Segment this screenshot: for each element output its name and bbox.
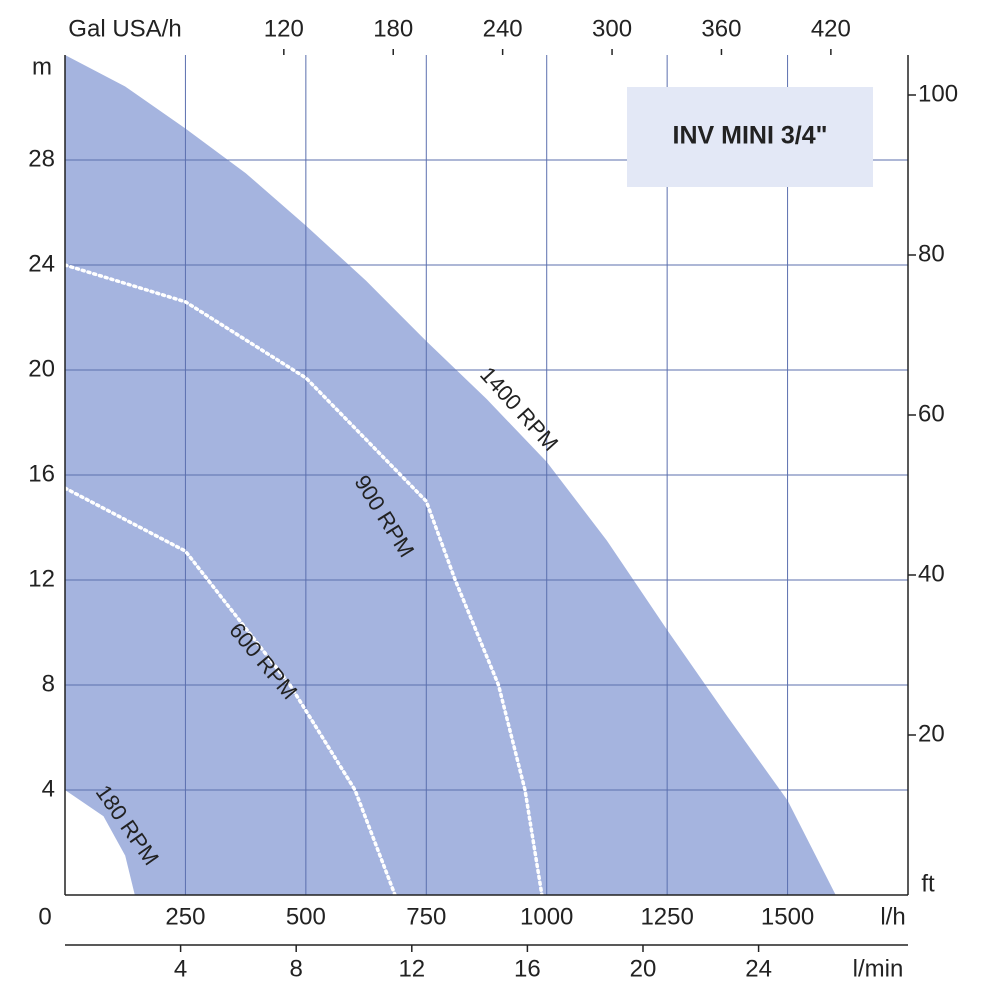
y-tick-label: 8 [42, 670, 55, 697]
x-tick-label: 1250 [640, 903, 693, 930]
x3-axis-label: l/min [853, 955, 904, 982]
title-box [627, 87, 873, 187]
x3-tick-label: 20 [630, 955, 657, 982]
y2-tick-label: 60 [918, 400, 945, 427]
x-tick-label: 1000 [520, 903, 573, 930]
x2-axis-label: Gal USA/h [68, 15, 181, 42]
x3-tick-label: 4 [174, 955, 187, 982]
origin-label: 0 [38, 903, 51, 930]
y-tick-label: 20 [28, 355, 55, 382]
y2-tick-label: 40 [918, 560, 945, 587]
chart-title: INV MINI 3/4" [673, 122, 828, 150]
y-tick-label: 28 [28, 145, 55, 172]
x2-tick-label: 240 [483, 15, 523, 42]
y-axis-label: m [32, 53, 52, 80]
x3-tick-label: 16 [514, 955, 541, 982]
x-tick-label: 500 [286, 903, 326, 930]
plot-area [65, 55, 908, 895]
x-axis-label: l/h [880, 903, 905, 930]
x-tick-label: 1500 [761, 903, 814, 930]
y-tick-label: 12 [28, 565, 55, 592]
y2-tick-label: 100 [918, 80, 958, 107]
inner-area [65, 790, 135, 895]
y-tick-label: 16 [28, 460, 55, 487]
y2-tick-label: 80 [918, 240, 945, 267]
y-tick-label: 4 [42, 775, 55, 802]
x-tick-label: 750 [406, 903, 446, 930]
x2-tick-label: 120 [264, 15, 304, 42]
y2-tick-label: 20 [918, 720, 945, 747]
dotted-curve [63, 263, 544, 897]
x2-tick-label: 300 [592, 15, 632, 42]
x-tick-label: 250 [165, 903, 205, 930]
y2-axis-label: ft [921, 870, 935, 897]
x3-tick-label: 24 [745, 955, 772, 982]
x3-tick-label: 12 [398, 955, 425, 982]
x3-tick-label: 8 [290, 955, 303, 982]
x2-tick-label: 420 [811, 15, 851, 42]
dotted-curve [63, 486, 397, 897]
y-tick-label: 24 [28, 250, 55, 277]
x2-tick-label: 360 [701, 15, 741, 42]
x2-tick-label: 180 [373, 15, 413, 42]
